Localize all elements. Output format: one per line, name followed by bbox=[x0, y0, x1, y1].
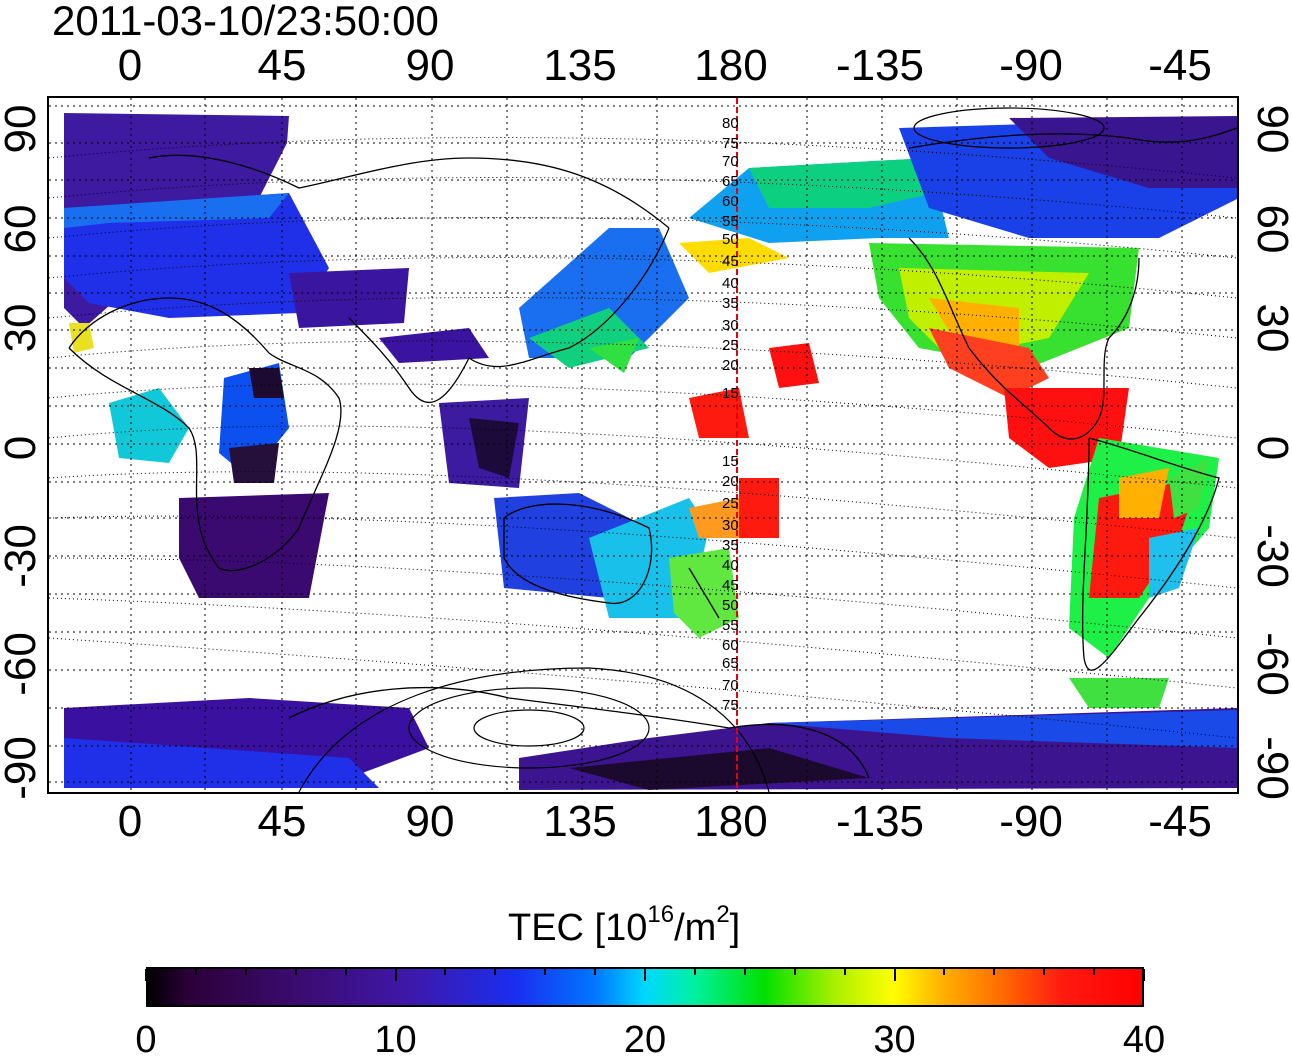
colorbar-tick-mark bbox=[494, 969, 497, 975]
lat-lon-grid bbox=[49, 98, 1237, 792]
colorbar-tick-mark bbox=[394, 969, 397, 981]
bottom-lon-tick: 180 bbox=[694, 797, 768, 846]
magnetic-latitude-label: 50 bbox=[722, 597, 739, 614]
right-lat-tick: 30 bbox=[1248, 303, 1292, 353]
magnetic-latitude-label: 45 bbox=[722, 577, 739, 594]
magnetic-latitude-label: 50 bbox=[722, 231, 739, 248]
top-lon-tick: -45 bbox=[1148, 41, 1212, 90]
colorbar-tick-mark bbox=[893, 969, 896, 981]
magnetic-latitude-label: 75 bbox=[722, 697, 739, 714]
left-lat-tick: -60 bbox=[0, 632, 45, 696]
colorbar-title: TEC [1016/m2] bbox=[508, 903, 741, 949]
colorbar-tick-mark bbox=[594, 969, 597, 975]
colorbar-tick-label: 30 bbox=[873, 1019, 916, 1061]
bottom-lon-tick: -45 bbox=[1148, 797, 1212, 846]
colorbar-tick-mark bbox=[294, 969, 297, 975]
colorbar-title-bracket: ] bbox=[729, 907, 741, 949]
magnetic-latitude-label: 55 bbox=[722, 213, 739, 230]
colorbar-tick-mark bbox=[1143, 969, 1145, 981]
colorbar-title-text: TEC [10 bbox=[508, 907, 648, 949]
magnetic-latitude-label: 20 bbox=[722, 473, 739, 490]
top-lon-tick: 180 bbox=[694, 41, 768, 90]
colorbar-tick-mark bbox=[145, 969, 147, 981]
top-lon-tick: 45 bbox=[257, 41, 307, 90]
magnetic-latitude-label: 70 bbox=[722, 677, 739, 694]
magnetic-latitude-contours bbox=[49, 137, 1237, 739]
colorbar-tick-mark bbox=[344, 969, 347, 975]
left-lat-tick: -90 bbox=[0, 736, 45, 800]
colorbar-title-exponent: 16 bbox=[647, 901, 675, 928]
colorbar-tick-mark bbox=[444, 969, 447, 975]
bottom-lon-tick: 0 bbox=[117, 797, 143, 846]
magnetic-latitude-label: 70 bbox=[722, 153, 739, 170]
magnetic-latitude-label: 30 bbox=[722, 517, 739, 534]
magnetic-latitude-label: 25 bbox=[722, 495, 739, 512]
colorbar-tick-label: 20 bbox=[623, 1019, 667, 1061]
colorbar-title-exponent: 2 bbox=[716, 901, 730, 928]
left-lat-tick: 30 bbox=[0, 303, 45, 353]
colorbar-tick-mark bbox=[693, 969, 696, 975]
magnetic-latitude-label: 25 bbox=[722, 337, 739, 354]
tec-map-panel[interactable]: 80 75 70 65 60 55 50 45 40 35 30 25 20 15 15 20 25 30 35 40… bbox=[47, 96, 1239, 794]
magnetic-latitude-label: 55 bbox=[722, 617, 739, 634]
colorbar-tick-mark bbox=[544, 969, 547, 975]
timestamp-title: 2011-03-10/23:50:00 bbox=[52, 0, 439, 44]
colorbar-tick-mark bbox=[1043, 969, 1046, 975]
left-lat-tick: 0 bbox=[0, 435, 45, 461]
magnetic-latitude-label: 40 bbox=[722, 275, 739, 292]
bottom-lon-tick: 45 bbox=[257, 797, 307, 846]
colorbar-tick-mark bbox=[244, 969, 247, 975]
bottom-lon-tick: -135 bbox=[835, 797, 925, 846]
magnetic-latitude-label: 35 bbox=[722, 537, 739, 554]
magnetic-latitude-label: 15 bbox=[722, 385, 739, 402]
magnetic-latitude-label: 75 bbox=[722, 135, 739, 152]
magnetic-latitude-label: 65 bbox=[722, 173, 739, 190]
top-lon-tick: 0 bbox=[117, 41, 143, 90]
right-lat-tick: -60 bbox=[1248, 632, 1292, 696]
left-lat-tick: -30 bbox=[0, 524, 45, 588]
colorbar-tick-label: 40 bbox=[1122, 1019, 1166, 1061]
colorbar-title-unit: /m bbox=[674, 907, 717, 949]
magnetic-latitude-label: 60 bbox=[722, 637, 739, 654]
magnetic-latitude-label: 15 bbox=[722, 453, 739, 470]
colorbar-tick-mark bbox=[993, 969, 996, 975]
bottom-lon-tick: 90 bbox=[405, 797, 455, 846]
top-lon-tick: 135 bbox=[543, 41, 617, 90]
magnetic-latitude-label: 80 bbox=[722, 115, 739, 132]
top-lon-tick: 90 bbox=[405, 41, 455, 90]
bottom-lon-tick: 135 bbox=[543, 797, 617, 846]
top-lon-tick: -135 bbox=[835, 41, 925, 90]
tec-map[interactable]: 8075706560555045403530252015152025303540… bbox=[49, 98, 1237, 792]
colorbar-tick-label: 0 bbox=[135, 1019, 157, 1061]
colorbar-tick-mark bbox=[1093, 969, 1096, 975]
colorbar-tick-label: 10 bbox=[374, 1019, 417, 1061]
colorbar-tick-mark bbox=[943, 969, 946, 975]
right-lat-tick: -90 bbox=[1248, 736, 1292, 800]
magnetic-latitude-labels: 8075706560555045403530252015152025303540… bbox=[722, 115, 739, 714]
magnetic-latitude-label: 35 bbox=[722, 295, 739, 312]
colorbar-tick-mark bbox=[843, 969, 846, 975]
right-lat-tick: -30 bbox=[1248, 524, 1292, 588]
bottom-lon-tick: -90 bbox=[999, 797, 1063, 846]
magnetic-latitude-label: 60 bbox=[722, 193, 739, 210]
colorbar-tick-mark bbox=[793, 969, 796, 975]
magnetic-latitude-label: 40 bbox=[722, 557, 739, 574]
magnetic-latitude-label: 65 bbox=[722, 655, 739, 672]
top-lon-tick: -90 bbox=[999, 41, 1063, 90]
colorbar-tick-mark bbox=[194, 969, 197, 975]
magnetic-pole-contours bbox=[298, 107, 1105, 792]
tec-data-layer bbox=[64, 113, 1237, 790]
colorbar-tick-mark bbox=[644, 969, 646, 981]
magnetic-latitude-label: 45 bbox=[722, 253, 739, 270]
right-lat-tick: 0 bbox=[1248, 388, 1292, 508]
colorbar-tick-mark bbox=[743, 969, 746, 975]
magnetic-latitude-label: 30 bbox=[722, 317, 739, 334]
magnetic-latitude-label: 20 bbox=[722, 357, 739, 374]
